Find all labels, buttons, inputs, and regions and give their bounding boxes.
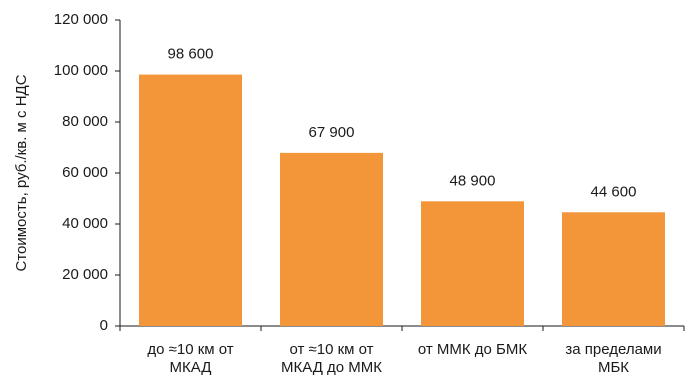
y-tick-label: 100 000 — [54, 62, 108, 79]
bar — [280, 152, 383, 326]
category-label-line: от ММК до БМК — [418, 341, 528, 358]
y-tick-label: 60 000 — [62, 164, 108, 181]
data-label: 67 900 — [309, 124, 355, 141]
y-tick-label: 120 000 — [54, 11, 108, 28]
data-labels: 98 600 67 900 48 900 44 600 — [168, 46, 637, 201]
category-label-line: МБК — [598, 359, 629, 376]
category-label-line: МКАД до ММК — [281, 359, 382, 376]
category-label-line: МКАД — [170, 359, 212, 376]
y-axis-title-group: Стоимость, руб./кв. м с НДС — [13, 74, 30, 271]
category-label: от ММК до БМК — [418, 341, 528, 358]
category-label-line: за пределами — [565, 341, 661, 358]
y-axis-title: Стоимость, руб./кв. м с НДС — [13, 74, 30, 271]
x-axis — [119, 325, 685, 331]
y-axis: 0 20 000 40 000 60 000 80 000 100 000 120 000 — [54, 11, 121, 334]
data-label: 44 600 — [591, 183, 637, 200]
data-label: 48 900 — [450, 172, 496, 189]
category-label: от ≈10 км от МКАД до ММК — [281, 341, 382, 376]
data-label: 98 600 — [168, 46, 214, 63]
bar — [421, 201, 524, 326]
category-label: до ≈10 км от МКАД — [147, 341, 233, 376]
y-tick-label: 20 000 — [62, 266, 108, 283]
bars — [139, 74, 665, 326]
category-label-line: от ≈10 км от — [289, 341, 373, 358]
y-tick-label: 80 000 — [62, 113, 108, 130]
y-tick-label: 0 — [100, 317, 108, 334]
bar — [562, 212, 665, 326]
category-label: за пределами МБК — [565, 341, 661, 376]
bar — [139, 74, 242, 326]
category-label-line: до ≈10 км от — [147, 341, 233, 358]
y-tick-label: 40 000 — [62, 215, 108, 232]
